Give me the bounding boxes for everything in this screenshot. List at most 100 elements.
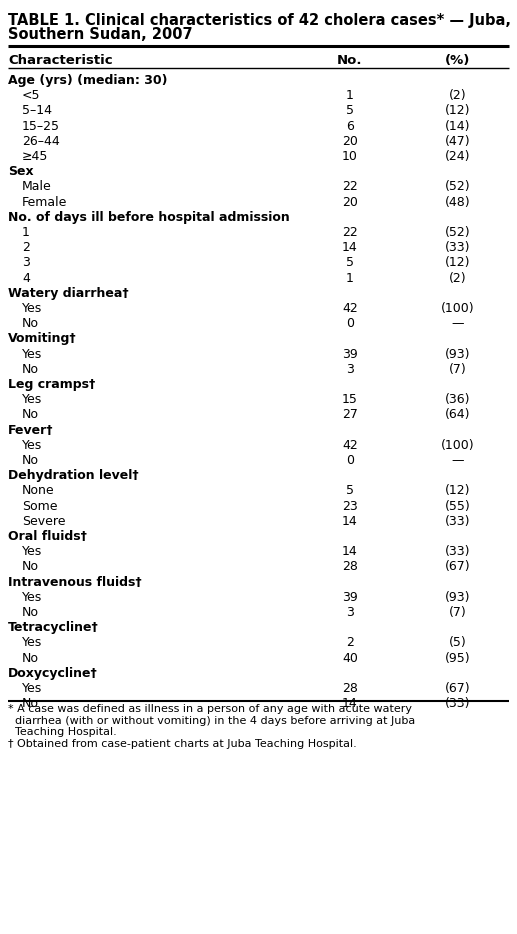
Text: * A case was defined as illness in a person of any age with acute watery: * A case was defined as illness in a per… xyxy=(8,704,412,715)
Text: No: No xyxy=(22,408,39,421)
Text: No.: No. xyxy=(337,54,363,67)
Text: 1: 1 xyxy=(346,272,354,285)
Text: Intravenous fluids†: Intravenous fluids† xyxy=(8,575,142,588)
Text: Characteristic: Characteristic xyxy=(8,54,113,67)
Text: 0: 0 xyxy=(346,318,354,331)
Text: (47): (47) xyxy=(445,134,471,148)
Text: Female: Female xyxy=(22,195,67,208)
Text: 28: 28 xyxy=(342,560,358,573)
Text: No: No xyxy=(22,318,39,331)
Text: Yes: Yes xyxy=(22,439,42,452)
Text: 15–25: 15–25 xyxy=(22,120,60,133)
Text: Vomiting†: Vomiting† xyxy=(8,333,77,346)
Text: 1: 1 xyxy=(346,90,354,102)
Text: (95): (95) xyxy=(445,652,471,665)
Text: (33): (33) xyxy=(445,241,471,254)
Text: Doxycycline†: Doxycycline† xyxy=(8,667,98,680)
Text: (67): (67) xyxy=(445,682,471,695)
Text: 5–14: 5–14 xyxy=(22,105,52,118)
Text: No: No xyxy=(22,362,39,375)
Text: (24): (24) xyxy=(445,150,471,163)
Text: (100): (100) xyxy=(441,302,475,315)
Text: Watery diarrhea†: Watery diarrhea† xyxy=(8,287,129,300)
Text: 2: 2 xyxy=(346,636,354,649)
Text: 5: 5 xyxy=(346,257,354,269)
Text: 20: 20 xyxy=(342,195,358,208)
Text: 0: 0 xyxy=(346,454,354,467)
Text: (36): (36) xyxy=(445,393,471,406)
Text: 10: 10 xyxy=(342,150,358,163)
Text: —: — xyxy=(452,318,464,331)
Text: 27: 27 xyxy=(342,408,358,421)
Text: 1: 1 xyxy=(22,226,30,239)
Text: 4: 4 xyxy=(22,272,30,285)
Text: (%): (%) xyxy=(445,54,470,67)
Text: <5: <5 xyxy=(22,90,40,102)
Text: 23: 23 xyxy=(342,500,358,513)
Text: 14: 14 xyxy=(342,697,358,710)
Text: Teaching Hospital.: Teaching Hospital. xyxy=(8,728,117,737)
Text: No: No xyxy=(22,454,39,467)
Text: 3: 3 xyxy=(22,257,30,269)
Text: (2): (2) xyxy=(449,90,467,102)
Text: 3: 3 xyxy=(346,362,354,375)
Text: Male: Male xyxy=(22,180,52,193)
Text: (33): (33) xyxy=(445,697,471,710)
Text: (55): (55) xyxy=(445,500,471,513)
Text: 3: 3 xyxy=(346,606,354,619)
Text: 42: 42 xyxy=(342,302,358,315)
Text: Sex: Sex xyxy=(8,165,34,178)
Text: 14: 14 xyxy=(342,515,358,528)
Text: No: No xyxy=(22,606,39,619)
Text: (93): (93) xyxy=(445,591,471,603)
Text: (52): (52) xyxy=(445,180,471,193)
Text: Tetracycline†: Tetracycline† xyxy=(8,621,99,634)
Text: 28: 28 xyxy=(342,682,358,695)
Text: 40: 40 xyxy=(342,652,358,665)
Text: 2: 2 xyxy=(22,241,30,254)
Text: —: — xyxy=(452,454,464,467)
Text: 22: 22 xyxy=(342,180,358,193)
Text: (12): (12) xyxy=(445,485,471,498)
Text: Dehydration level†: Dehydration level† xyxy=(8,469,139,482)
Text: No: No xyxy=(22,560,39,573)
Text: Yes: Yes xyxy=(22,591,42,603)
Text: (7): (7) xyxy=(449,362,467,375)
Text: Yes: Yes xyxy=(22,545,42,559)
Text: Yes: Yes xyxy=(22,393,42,406)
Text: (48): (48) xyxy=(445,195,471,208)
Text: (2): (2) xyxy=(449,272,467,285)
Text: Leg cramps†: Leg cramps† xyxy=(8,378,95,391)
Text: 5: 5 xyxy=(346,105,354,118)
Text: Yes: Yes xyxy=(22,682,42,695)
Text: 39: 39 xyxy=(342,347,358,361)
Text: (100): (100) xyxy=(441,439,475,452)
Text: Age (yrs) (median: 30): Age (yrs) (median: 30) xyxy=(8,74,168,87)
Text: (93): (93) xyxy=(445,347,471,361)
Text: No. of days ill before hospital admission: No. of days ill before hospital admissio… xyxy=(8,211,290,224)
Text: 5: 5 xyxy=(346,485,354,498)
Text: 15: 15 xyxy=(342,393,358,406)
Text: (64): (64) xyxy=(445,408,471,421)
Text: (12): (12) xyxy=(445,105,471,118)
Text: 14: 14 xyxy=(342,545,358,559)
Text: Some: Some xyxy=(22,500,57,513)
Text: Yes: Yes xyxy=(22,347,42,361)
Text: 42: 42 xyxy=(342,439,358,452)
Text: ≥45: ≥45 xyxy=(22,150,49,163)
Text: (33): (33) xyxy=(445,515,471,528)
Text: 20: 20 xyxy=(342,134,358,148)
Text: (5): (5) xyxy=(449,636,467,649)
Text: 22: 22 xyxy=(342,226,358,239)
Text: Yes: Yes xyxy=(22,302,42,315)
Text: None: None xyxy=(22,485,55,498)
Text: Yes: Yes xyxy=(22,636,42,649)
Text: 26–44: 26–44 xyxy=(22,134,60,148)
Text: (52): (52) xyxy=(445,226,471,239)
Text: (14): (14) xyxy=(445,120,471,133)
Text: No: No xyxy=(22,652,39,665)
Text: No: No xyxy=(22,697,39,710)
Text: Fever†: Fever† xyxy=(8,424,53,436)
Text: diarrhea (with or without vomiting) in the 4 days before arriving at Juba: diarrhea (with or without vomiting) in t… xyxy=(8,715,415,726)
Text: TABLE 1. Clinical characteristics of 42 cholera cases* — Juba,: TABLE 1. Clinical characteristics of 42 … xyxy=(8,13,511,28)
